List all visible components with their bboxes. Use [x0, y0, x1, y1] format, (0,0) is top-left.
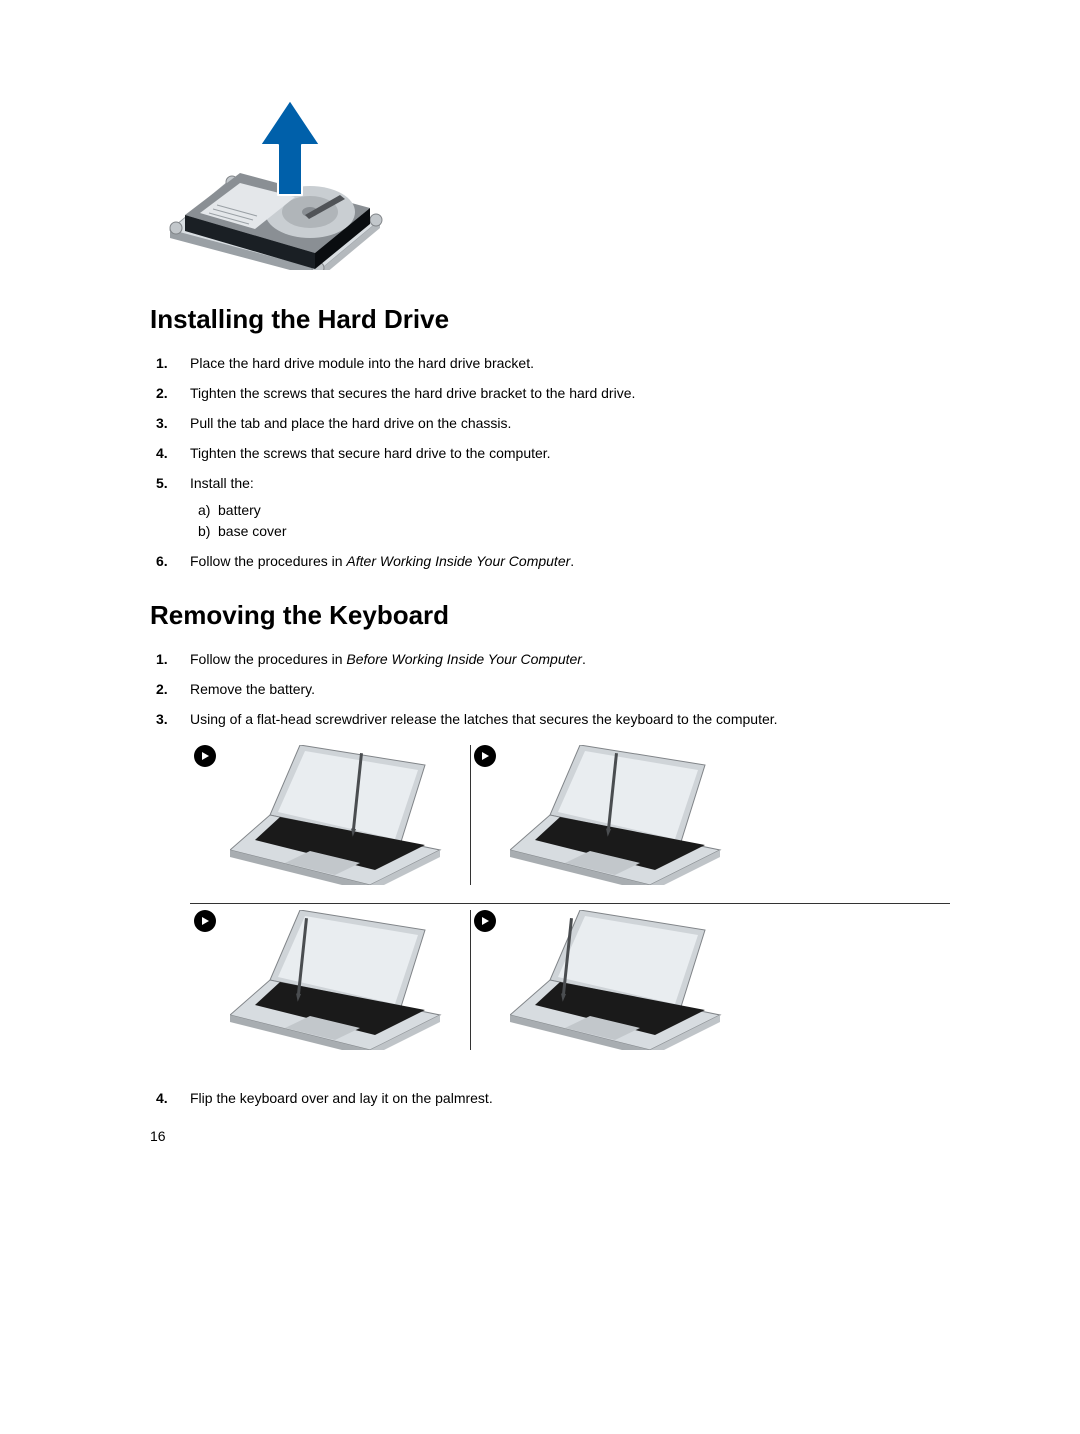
list-installing-hard-drive: 1.Place the hard drive module into the h…: [150, 353, 950, 572]
laptop-illustration: [230, 745, 450, 885]
step-5: 5.Install the: a)battery b)base cover: [150, 473, 950, 542]
heading-installing-hard-drive: Installing the Hard Drive: [150, 304, 950, 335]
figure-keyboard-latches: [190, 739, 950, 1068]
page-number: 16: [150, 1128, 166, 1144]
step-3: 3.Pull the tab and place the hard drive …: [150, 413, 950, 434]
figure-cell-3: [190, 910, 470, 1050]
laptop-illustration: [510, 910, 730, 1050]
figure-cell-2: [470, 745, 750, 885]
step-5-sublist: a)battery b)base cover: [190, 500, 950, 542]
figure-cell-4: [470, 910, 750, 1050]
play-icon: [474, 910, 496, 932]
step-4: 4.Tighten the screws that secure hard dr…: [150, 443, 950, 464]
step-2: 2.Tighten the screws that secures the ha…: [150, 383, 950, 404]
step-5a: a)battery: [198, 500, 950, 521]
play-icon: [194, 745, 216, 767]
kb-step-4: 4.Flip the keyboard over and lay it on t…: [150, 1088, 950, 1109]
laptop-illustration: [510, 745, 730, 885]
laptop-illustration: [230, 910, 450, 1050]
figure-cell-1: [190, 745, 470, 885]
list-removing-keyboard-b: 4.Flip the keyboard over and lay it on t…: [150, 1088, 950, 1109]
kb-step-3: 3.Using of a flat-head screwdriver relea…: [150, 709, 950, 730]
step-5b: b)base cover: [198, 521, 950, 542]
figure-hard-drive: [160, 100, 390, 270]
play-icon: [474, 745, 496, 767]
step-1: 1.Place the hard drive module into the h…: [150, 353, 950, 374]
step-6: 6.Follow the procedures in After Working…: [150, 551, 950, 572]
list-removing-keyboard-a: 1.Follow the procedures in Before Workin…: [150, 649, 950, 730]
heading-removing-keyboard: Removing the Keyboard: [150, 600, 950, 631]
play-icon: [194, 910, 216, 932]
kb-step-1: 1.Follow the procedures in Before Workin…: [150, 649, 950, 670]
kb-step-2: 2.Remove the battery.: [150, 679, 950, 700]
